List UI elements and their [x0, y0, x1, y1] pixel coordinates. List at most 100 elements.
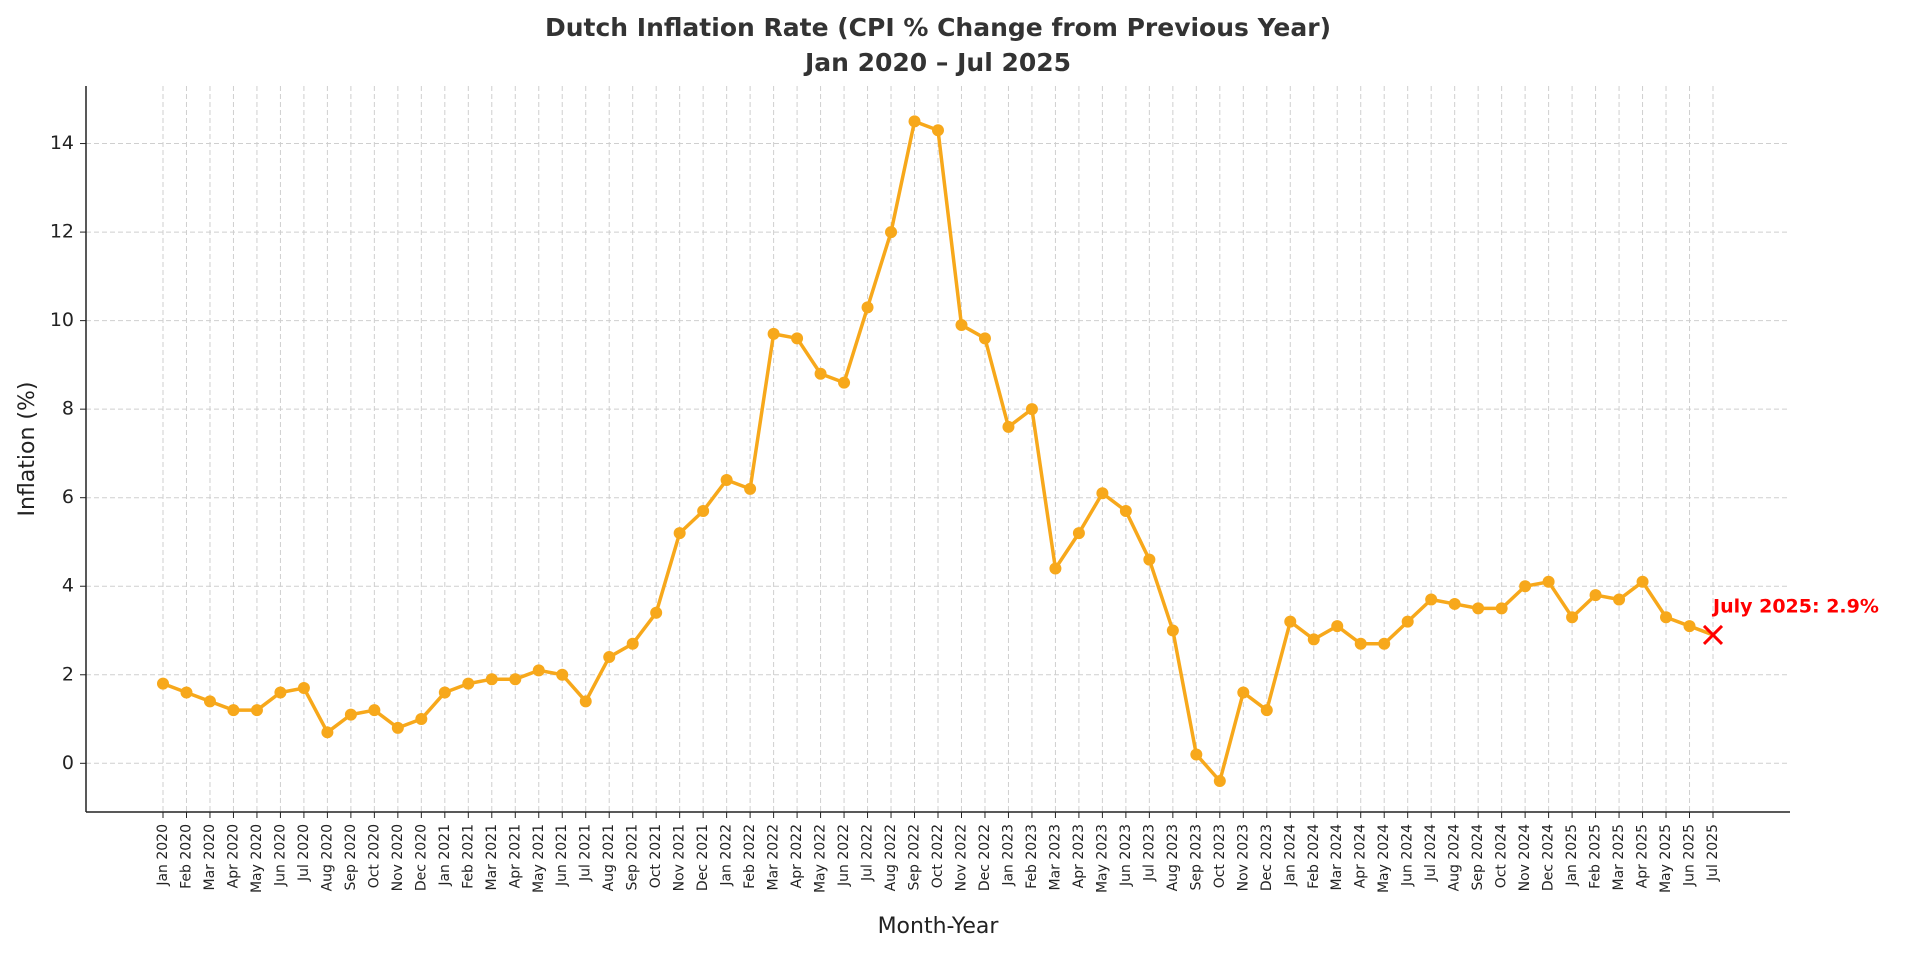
y-tick-label: 2	[62, 663, 74, 685]
x-tick-label: Jun 2023	[1118, 824, 1134, 887]
y-tick-label: 8	[62, 398, 74, 420]
x-tick-label: Dec 2023	[1259, 824, 1275, 891]
point	[1589, 589, 1602, 602]
x-tick-label: Jun 2025	[1682, 824, 1698, 887]
y-tick-label: 6	[62, 486, 74, 508]
x-tick-label: Apr 2023	[1071, 824, 1087, 888]
point	[297, 682, 310, 695]
point	[838, 376, 851, 389]
point	[1566, 611, 1579, 624]
x-tick-label: May 2025	[1658, 824, 1674, 893]
point	[1354, 637, 1367, 650]
x-tick-label: Sep 2023	[1188, 824, 1204, 890]
x-tick-label: May 2021	[531, 824, 547, 893]
x-tick-label: Jan 2021	[437, 824, 453, 887]
x-tick-label: Jan 2023	[1000, 824, 1016, 887]
point	[744, 482, 757, 495]
x-tick-label: Oct 2023	[1212, 824, 1228, 888]
x-tick-label: Nov 2023	[1235, 824, 1251, 891]
chart-title: Dutch Inflation Rate (CPI % Change from …	[545, 13, 1331, 42]
x-tick-label: May 2023	[1094, 824, 1110, 893]
x-tick-label: May 2024	[1376, 824, 1392, 893]
highlight-marker	[1702, 624, 1724, 645]
point	[180, 686, 193, 699]
point	[1331, 620, 1344, 633]
point	[767, 327, 780, 340]
point	[603, 651, 616, 664]
point	[1401, 615, 1414, 628]
point	[391, 721, 404, 734]
x-tick-label: Sep 2022	[907, 824, 923, 890]
point	[1049, 562, 1062, 575]
x-tick-label: Feb 2025	[1588, 824, 1604, 889]
x-tick-label: Jul 2022	[860, 824, 876, 882]
point	[978, 332, 991, 345]
x-tick-label: Jan 2024	[1282, 824, 1298, 887]
x-tick-label: Mar 2022	[766, 824, 782, 891]
point	[1260, 704, 1273, 717]
point	[485, 673, 498, 686]
point	[1378, 637, 1391, 650]
y-tick-label: 12	[50, 221, 74, 243]
x-tick-label: Mar 2025	[1611, 824, 1627, 891]
point	[791, 332, 804, 345]
x-tick-label: Jul 2025	[1705, 824, 1721, 882]
point	[650, 606, 663, 619]
point	[1613, 593, 1626, 606]
point	[157, 677, 169, 690]
x-tick-label: Aug 2022	[883, 824, 899, 891]
point	[368, 704, 381, 717]
point	[697, 504, 710, 517]
x-tick-label: Jan 2020	[155, 824, 171, 887]
x-tick-label: Apr 2021	[507, 824, 523, 888]
point	[1425, 593, 1438, 606]
point	[509, 673, 522, 686]
point	[1190, 748, 1203, 761]
annotation: July 2025: 2.9%	[1711, 595, 1879, 617]
x-tick-label: Nov 2020	[390, 824, 406, 891]
x-tick-label: Dec 2024	[1541, 824, 1557, 891]
point	[579, 695, 592, 708]
point	[250, 704, 263, 717]
x-tick-label: Jul 2024	[1423, 824, 1439, 882]
point	[1119, 504, 1132, 517]
point	[532, 664, 545, 677]
point	[1542, 575, 1555, 588]
x-tick-label: Jul 2021	[578, 824, 594, 882]
x-tick-label: Dec 2020	[413, 824, 429, 891]
point	[1072, 527, 1085, 540]
y-axis-label: Inflation (%)	[15, 382, 40, 517]
x-tick-label: Jan 2025	[1564, 824, 1580, 887]
x-tick-label: Apr 2022	[789, 824, 805, 888]
point	[1096, 487, 1109, 500]
x-tick-label: Jun 2024	[1400, 824, 1416, 887]
x-tick-label: Jan 2022	[719, 824, 735, 887]
x-tick-label: Aug 2023	[1165, 824, 1181, 891]
x-tick-label: Nov 2022	[953, 824, 969, 891]
point	[438, 686, 451, 699]
x-tick-label: Dec 2021	[695, 824, 711, 891]
point	[462, 677, 475, 690]
x-tick-label: Mar 2021	[484, 824, 500, 891]
x-tick-label: Mar 2023	[1047, 824, 1063, 891]
x-tick-label: Aug 2021	[601, 824, 617, 891]
x-tick-label: Jun 2021	[554, 824, 570, 887]
x-tick-label: May 2022	[813, 824, 829, 893]
x-tick-label: Sep 2021	[625, 824, 641, 890]
point	[1002, 420, 1015, 433]
x-tick-label: Feb 2024	[1306, 824, 1322, 889]
x-tick-label: Mar 2024	[1329, 824, 1345, 891]
point	[1143, 553, 1156, 566]
point	[556, 668, 569, 681]
x-tick-label: Mar 2020	[202, 824, 218, 891]
x-tick-label: May 2020	[249, 824, 265, 893]
x-tick-label: Nov 2021	[672, 824, 688, 891]
point	[1636, 575, 1649, 588]
point	[1519, 580, 1532, 593]
x-tick-label: Oct 2020	[366, 824, 382, 888]
point	[274, 686, 287, 699]
x-axis-label: Month-Year	[878, 914, 1000, 939]
x-tick-label: Feb 2020	[178, 824, 194, 889]
point	[673, 527, 686, 540]
point	[885, 226, 898, 239]
